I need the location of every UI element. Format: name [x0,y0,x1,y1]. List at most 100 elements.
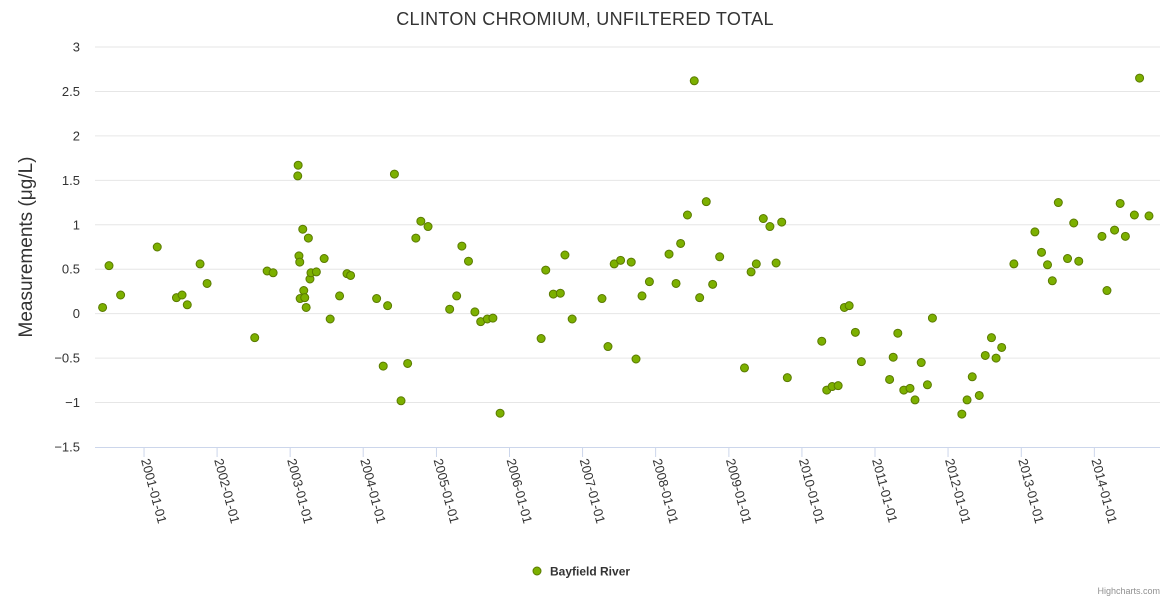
data-point[interactable] [616,255,626,265]
data-point[interactable] [1037,247,1047,257]
data-point[interactable] [555,288,565,298]
data-point[interactable] [372,294,382,304]
data-point[interactable] [1144,211,1154,221]
data-point[interactable] [1053,198,1063,208]
data-point[interactable] [905,383,915,393]
data-point[interactable] [671,278,681,288]
data-point[interactable] [603,342,613,352]
data-point[interactable] [771,258,781,268]
data-point[interactable] [957,409,967,419]
data-point[interactable] [782,373,792,383]
data-point[interactable] [893,328,903,338]
data-point[interactable] [378,361,388,371]
data-point[interactable] [98,302,108,312]
data-point[interactable] [910,395,920,405]
data-point[interactable] [676,238,686,248]
data-point[interactable] [927,313,937,323]
data-point[interactable] [962,395,972,405]
data-point[interactable] [833,381,843,391]
data-point[interactable] [631,354,641,364]
data-point[interactable] [708,279,718,289]
data-point[interactable] [967,372,977,382]
data-point[interactable] [1110,225,1120,235]
data-point[interactable] [1102,286,1112,296]
data-point[interactable] [293,160,303,170]
data-point[interactable] [1030,227,1040,237]
data-point[interactable] [116,290,126,300]
data-point[interactable] [536,334,546,344]
data-point[interactable] [445,304,455,314]
data-point[interactable] [746,267,756,277]
data-point[interactable] [300,293,310,303]
data-point[interactable] [682,210,692,220]
data-point[interactable] [777,217,787,227]
data-point[interactable] [298,224,308,234]
data-point[interactable] [701,197,711,207]
data-point[interactable] [303,233,313,243]
data-point[interactable] [319,254,329,264]
credits-link[interactable]: Highcharts.com [1097,586,1160,596]
data-point[interactable] [152,242,162,252]
data-point[interactable] [301,302,311,312]
legend[interactable]: Bayfield River [532,565,630,579]
data-point[interactable] [850,327,860,337]
data-point[interactable] [195,259,205,269]
data-point[interactable] [1047,276,1057,286]
data-point[interactable] [567,314,577,324]
data-point[interactable] [1069,218,1079,228]
data-point[interactable] [470,307,480,317]
data-point[interactable] [396,396,406,406]
data-point[interactable] [922,380,932,390]
data-point[interactable] [991,353,1001,363]
legend-marker-icon[interactable] [532,566,542,576]
data-point[interactable] [1135,73,1145,83]
data-point[interactable] [452,291,462,301]
data-point[interactable] [844,301,854,311]
data-point[interactable] [695,293,705,303]
data-point[interactable] [335,291,345,301]
data-point[interactable] [293,171,303,181]
data-point[interactable] [416,216,426,226]
data-point[interactable] [457,241,467,251]
data-point[interactable] [202,278,212,288]
data-point[interactable] [268,268,278,278]
data-point[interactable] [986,333,996,343]
data-point[interactable] [980,350,990,360]
data-point[interactable] [177,290,187,300]
data-point[interactable] [644,277,654,287]
data-point[interactable] [974,390,984,400]
data-point[interactable] [560,250,570,260]
data-point[interactable] [758,214,768,224]
data-point[interactable] [715,252,725,262]
data-point[interactable] [411,233,421,243]
data-point[interactable] [250,333,260,343]
data-point[interactable] [817,336,827,346]
data-point[interactable] [916,358,926,368]
data-point[interactable] [739,363,749,373]
data-point[interactable] [664,249,674,259]
data-point[interactable] [597,294,607,304]
data-point[interactable] [1074,256,1084,266]
data-point[interactable] [888,352,898,362]
data-point[interactable] [1097,231,1107,241]
data-point[interactable] [1043,260,1053,270]
data-point[interactable] [423,222,433,232]
data-point[interactable] [1009,259,1019,269]
data-point[interactable] [1129,210,1139,220]
data-point[interactable] [403,358,413,368]
data-point[interactable] [383,301,393,311]
data-point[interactable] [295,257,305,267]
data-point[interactable] [626,257,636,267]
data-point[interactable] [1115,198,1125,208]
data-point[interactable] [325,314,335,324]
data-point[interactable] [541,265,551,275]
data-point[interactable] [182,300,192,310]
data-point[interactable] [104,261,114,271]
data-point[interactable] [495,408,505,418]
data-point[interactable] [751,259,761,269]
data-point[interactable] [885,374,895,384]
data-point[interactable] [765,222,775,232]
data-point[interactable] [856,357,866,367]
data-point[interactable] [346,270,356,280]
data-point[interactable] [488,313,498,323]
